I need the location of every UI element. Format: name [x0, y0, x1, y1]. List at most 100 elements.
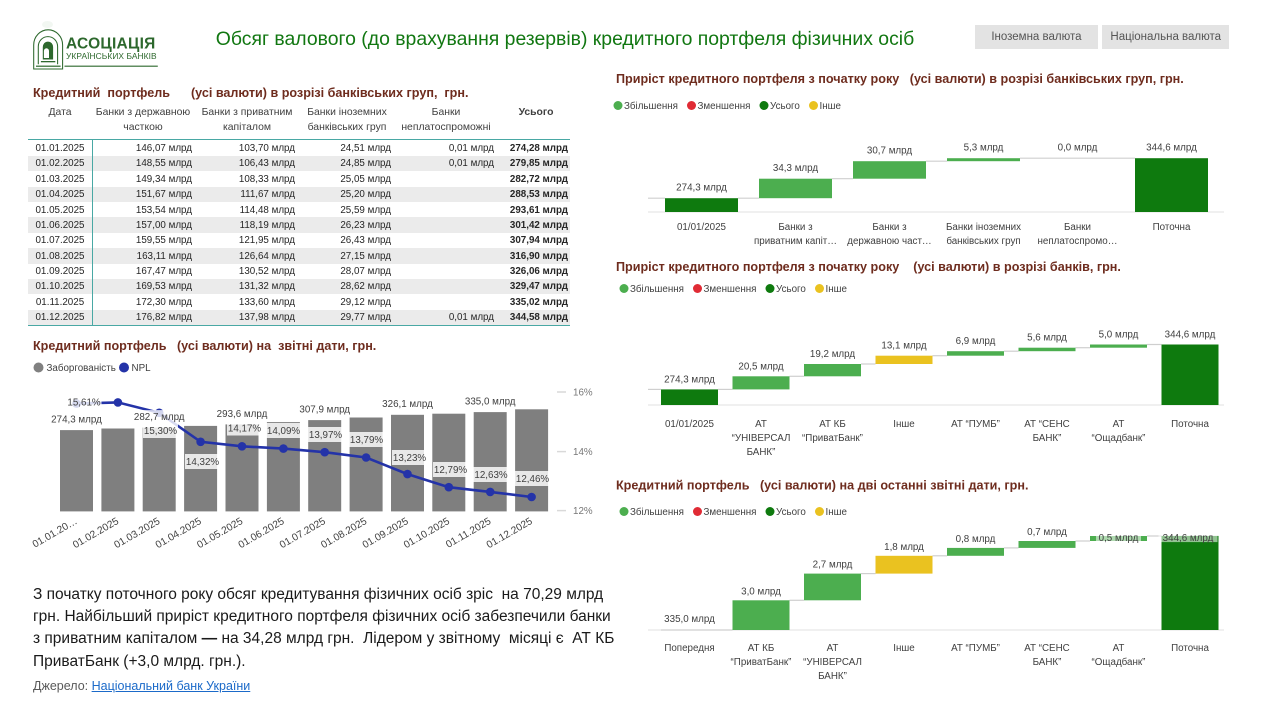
svg-text:“Ощадбанк”: “Ощадбанк” — [1092, 433, 1146, 444]
svg-text:12,79%: 12,79% — [434, 465, 468, 476]
svg-text:Кредитний портфель (усі валю: Кредитний портфель (усі валюти) на звітн… — [33, 339, 376, 353]
svg-text:Інше: Інше — [893, 419, 915, 430]
svg-text:Усього: Усього — [776, 507, 806, 518]
svg-text:12%: 12% — [573, 506, 593, 517]
svg-text:АТ “СЕНС: АТ “СЕНС — [1024, 643, 1070, 654]
svg-text:335,0 млрд: 335,0 млрд — [465, 397, 516, 408]
svg-text:307,9 млрд: 307,9 млрд — [299, 405, 350, 416]
svg-text:14,17%: 14,17% — [228, 423, 262, 434]
svg-text:Збільшення: Збільшення — [630, 507, 684, 518]
svg-text:0,5 млрд: 0,5 млрд — [1099, 533, 1139, 544]
svg-text:01.07.2025: 01.07.2025 — [278, 516, 328, 551]
svg-text:01.01.20…: 01.01.20… — [31, 516, 80, 550]
svg-text:АТ: АТ — [1113, 643, 1125, 654]
svg-text:УКРАЇНСЬКИХ БАНКІВ: УКРАЇНСЬКИХ БАНКІВ — [66, 51, 157, 61]
svg-text:Приріст кредитного портфеля з: Приріст кредитного портфеля з початку ро… — [616, 72, 1184, 86]
svg-text:Усього: Усього — [770, 101, 800, 112]
svg-text:01.10.2025: 01.10.2025 — [402, 516, 452, 551]
svg-text:5,3 млрд: 5,3 млрд — [964, 143, 1004, 154]
svg-text:БАНК”: БАНК” — [1033, 433, 1062, 444]
svg-text:АТ КБ: АТ КБ — [748, 643, 775, 654]
svg-text:5,0 млрд: 5,0 млрд — [1099, 330, 1139, 341]
svg-text:16%: 16% — [573, 387, 593, 398]
svg-text:19,2 млрд: 19,2 млрд — [810, 349, 855, 360]
svg-text:01.09.2025: 01.09.2025 — [361, 516, 411, 551]
svg-text:Збільшення: Збільшення — [624, 101, 678, 112]
svg-text:Заборгованість: Заборгованість — [47, 363, 116, 374]
svg-text:34,3 млрд: 34,3 млрд — [773, 163, 818, 174]
svg-text:“Ощадбанк”: “Ощадбанк” — [1092, 657, 1146, 668]
svg-text:30,7 млрд: 30,7 млрд — [867, 146, 912, 157]
svg-text:“УНІВЕРСАЛ: “УНІВЕРСАЛ — [732, 433, 791, 444]
svg-text:01.08.2025: 01.08.2025 — [319, 516, 369, 551]
svg-text:14,09%: 14,09% — [267, 426, 301, 437]
svg-text:АТ “ПУМБ”: АТ “ПУМБ” — [951, 643, 1000, 654]
svg-text:приватним капіт…: приватним капіт… — [754, 236, 837, 247]
svg-text:“ПриватБанк”: “ПриватБанк” — [731, 657, 792, 668]
svg-text:344,6 млрд: 344,6 млрд — [1163, 533, 1214, 544]
svg-text:01.02.2025: 01.02.2025 — [71, 516, 121, 551]
svg-text:Інше: Інше — [826, 284, 848, 295]
svg-text:Кредитний портфель (усі валю: Кредитний портфель (усі валюти) на дві о… — [616, 479, 1028, 493]
svg-text:13,97%: 13,97% — [309, 430, 343, 441]
svg-text:Інше: Інше — [893, 643, 915, 654]
svg-text:5,6 млрд: 5,6 млрд — [1027, 333, 1067, 344]
svg-text:Зменшення: Зменшення — [704, 284, 757, 295]
svg-text:Поточна: Поточна — [1153, 222, 1191, 233]
svg-text:3,0 млрд: 3,0 млрд — [741, 586, 781, 597]
svg-text:Усього: Усього — [776, 284, 806, 295]
svg-text:“УНІВЕРСАЛ: “УНІВЕРСАЛ — [803, 657, 862, 668]
svg-text:Поточна: Поточна — [1171, 643, 1209, 654]
svg-text:0,8 млрд: 0,8 млрд — [956, 534, 996, 545]
svg-text:274,3 млрд: 274,3 млрд — [664, 374, 715, 385]
svg-text:Банки з: Банки з — [872, 222, 907, 233]
svg-text:АТ “ПУМБ”: АТ “ПУМБ” — [951, 419, 1000, 430]
svg-text:Банки іноземних: Банки іноземних — [946, 222, 1021, 233]
svg-text:Попередня: Попередня — [664, 643, 714, 654]
svg-text:АТ: АТ — [755, 419, 767, 430]
svg-text:344,6 млрд: 344,6 млрд — [1146, 143, 1197, 154]
svg-text:13,1 млрд: 13,1 млрд — [881, 341, 926, 352]
svg-text:АТ “СЕНС: АТ “СЕНС — [1024, 419, 1070, 430]
svg-text:Інше: Інше — [820, 101, 842, 112]
svg-text:Поточна: Поточна — [1171, 419, 1209, 430]
svg-text:АСОЦІАЦІЯ: АСОЦІАЦІЯ — [66, 35, 156, 52]
svg-text:6,9 млрд: 6,9 млрд — [956, 336, 996, 347]
svg-text:Зменшення: Зменшення — [704, 507, 757, 518]
svg-text:БАНК”: БАНК” — [818, 671, 847, 682]
svg-text:банківських груп: банківських груп — [946, 236, 1020, 247]
svg-text:12,63%: 12,63% — [474, 470, 508, 481]
svg-text:15,30%: 15,30% — [144, 426, 178, 437]
svg-text:Збільшення: Збільшення — [630, 284, 684, 295]
svg-text:2,7 млрд: 2,7 млрд — [813, 560, 853, 571]
svg-text:01.05.2025: 01.05.2025 — [195, 516, 245, 551]
svg-text:274,3 млрд: 274,3 млрд — [676, 183, 727, 194]
svg-text:Інше: Інше — [826, 507, 848, 518]
svg-text:274,3 млрд: 274,3 млрд — [51, 415, 102, 426]
svg-text:неплатоспромо…: неплатоспромо… — [1037, 236, 1117, 247]
svg-text:01.06.2025: 01.06.2025 — [237, 516, 287, 551]
svg-text:БАНК”: БАНК” — [747, 447, 776, 458]
svg-text:20,5 млрд: 20,5 млрд — [738, 361, 783, 372]
svg-text:344,6 млрд: 344,6 млрд — [1165, 330, 1216, 341]
svg-text:державною част…: державною част… — [847, 236, 931, 247]
svg-text:АТ: АТ — [1113, 419, 1125, 430]
svg-text:АТ: АТ — [827, 643, 839, 654]
svg-text:БАНК”: БАНК” — [1033, 657, 1062, 668]
svg-text:13,79%: 13,79% — [350, 435, 384, 446]
svg-text:282,7 млрд: 282,7 млрд — [134, 412, 185, 423]
svg-text:АТ КБ: АТ КБ — [819, 419, 846, 430]
svg-text:0,7 млрд: 0,7 млрд — [1027, 527, 1067, 538]
svg-text:293,6 млрд: 293,6 млрд — [217, 409, 268, 420]
svg-text:01.04.2025: 01.04.2025 — [154, 516, 204, 551]
svg-text:0,0 млрд: 0,0 млрд — [1058, 143, 1098, 154]
svg-text:14,32%: 14,32% — [186, 457, 220, 468]
svg-text:326,1 млрд: 326,1 млрд — [382, 399, 433, 410]
svg-text:Приріст кредитного портфеля з: Приріст кредитного портфеля з початку ро… — [616, 260, 1121, 274]
svg-text:01.12.2025: 01.12.2025 — [485, 516, 535, 551]
svg-text:01/01/2025: 01/01/2025 — [677, 222, 727, 233]
svg-text:01.03.2025: 01.03.2025 — [113, 516, 163, 551]
svg-text:NPL: NPL — [132, 363, 152, 374]
svg-text:Банки: Банки — [1064, 222, 1091, 233]
svg-text:13,23%: 13,23% — [393, 453, 427, 464]
